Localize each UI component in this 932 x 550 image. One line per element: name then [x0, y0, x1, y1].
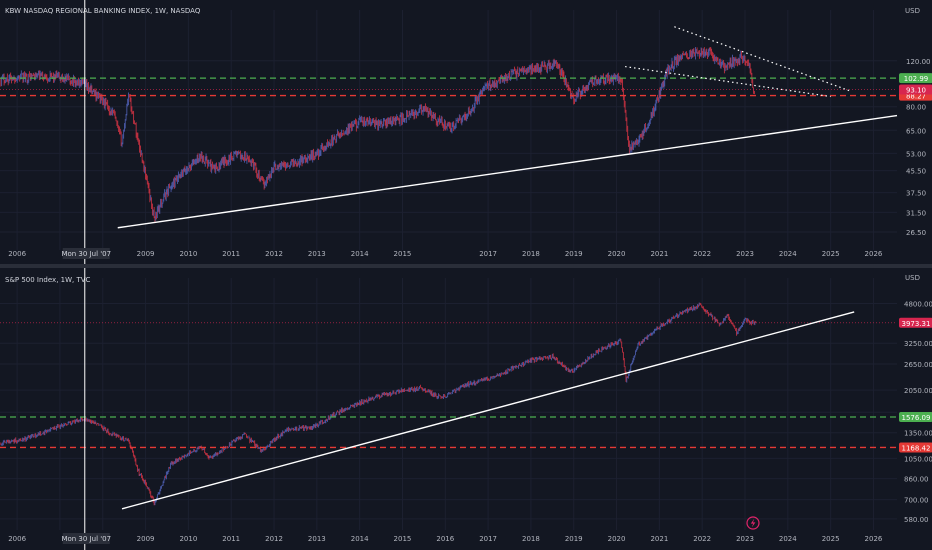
- x-tick-label: 2020: [608, 535, 626, 543]
- y-tick-label: 26.50: [906, 229, 926, 237]
- price-level-badge: [899, 442, 932, 453]
- x-tick-label: 2026: [865, 250, 883, 258]
- price-level-label: 102.99: [904, 75, 929, 83]
- lightning-icon[interactable]: [746, 516, 760, 530]
- x-tick-label: 2019: [565, 250, 583, 258]
- pane-title: KBW NASDAQ REGIONAL BANKING INDEX, 1W, N…: [5, 7, 201, 15]
- x-tick-label: 2025: [822, 535, 840, 543]
- current-price-badge: [899, 317, 932, 328]
- price-level-label: 1576.09: [902, 414, 931, 422]
- crosshair-date-label: Mon 30 Jul '07: [61, 535, 111, 543]
- pane-title: S&P 500 Index, 1W, TVC: [5, 276, 91, 284]
- y-tick-label: 31.50: [906, 209, 926, 217]
- x-tick-label: 2022: [693, 250, 711, 258]
- price-level-badge: [899, 411, 932, 422]
- x-tick-label: 2013: [308, 250, 326, 258]
- price-level-badge: [899, 73, 932, 84]
- x-tick-label: 2013: [308, 535, 326, 543]
- x-tick-label: 2010: [179, 250, 197, 258]
- y-tick-label: 53.00: [906, 150, 926, 158]
- x-tick-label: 2025: [822, 250, 840, 258]
- pane-divider[interactable]: [0, 264, 932, 268]
- support-trendline[interactable]: [117, 114, 898, 229]
- regional-banking-pane[interactable]: KBW NASDAQ REGIONAL BANKING INDEX, 1W, N…: [0, 0, 932, 264]
- x-tick-label: 2017: [479, 535, 497, 543]
- y-tick-label: 700.00: [904, 497, 929, 505]
- x-tick-label: 2018: [522, 250, 540, 258]
- current-price-badge: [899, 84, 932, 95]
- x-tick-label: 2011: [222, 250, 240, 258]
- x-tick-label: 2021: [650, 535, 668, 543]
- price-level-label: 1168.42: [902, 444, 931, 452]
- x-tick-label: 2011: [222, 535, 240, 543]
- y-tick-label: 4800.00: [904, 301, 932, 309]
- x-tick-label: 2023: [736, 250, 754, 258]
- x-tick-label: 2022: [693, 535, 711, 543]
- y-tick-label: 1350.00: [904, 430, 932, 438]
- price-series: [0, 46, 755, 222]
- dotted-trendline[interactable]: [625, 65, 831, 98]
- y-tick-label: 37.50: [906, 190, 926, 198]
- grid: [0, 10, 897, 250]
- sp500-pane[interactable]: S&P 500 Index, 1W, TVC USD 1576.09 1168.4…: [0, 268, 932, 550]
- y-tick-label: 120.00: [906, 58, 931, 66]
- x-tick-label: 2017: [479, 250, 497, 258]
- price-series: [0, 302, 757, 506]
- current-price-label: 93.10: [906, 87, 926, 95]
- x-tick-label: 2012: [265, 535, 283, 543]
- crosshair-date-label: Mon 30 Jul '07: [61, 250, 111, 258]
- x-tick-label: 2006: [8, 535, 26, 543]
- x-tick-label: 2015: [394, 535, 412, 543]
- y-tick-label: 860.00: [904, 476, 929, 484]
- x-tick-label: 2020: [608, 250, 626, 258]
- y-tick-label: 1050.00: [904, 455, 932, 463]
- currency-label: USD: [905, 274, 920, 282]
- x-tick-label: 2024: [779, 250, 797, 258]
- crosshair-date-badge: [62, 248, 110, 259]
- crosshair-date-badge: [62, 533, 110, 544]
- x-tick-label: 2010: [179, 535, 197, 543]
- support-trendline[interactable]: [121, 311, 855, 510]
- price-level-label: 88.27: [906, 93, 926, 101]
- x-tick-label: 2026: [865, 535, 883, 543]
- y-tick-label: 2650.00: [904, 361, 932, 369]
- currency-label: USD: [905, 7, 920, 15]
- x-tick-label: 2014: [351, 250, 369, 258]
- grid: [0, 278, 897, 530]
- y-tick-label: 3250.00: [904, 340, 932, 348]
- x-tick-label: 2009: [137, 535, 155, 543]
- x-tick-label: 2021: [650, 250, 668, 258]
- x-tick-label: 2016: [436, 535, 454, 543]
- x-tick-label: 2006: [8, 250, 26, 258]
- y-tick-label: 45.50: [906, 168, 926, 176]
- x-tick-label: 2012: [265, 250, 283, 258]
- x-tick-label: 2009: [137, 250, 155, 258]
- current-price-label: 3973.31: [902, 320, 931, 328]
- y-tick-label: 2050.00: [904, 387, 932, 395]
- x-tick-label: 2019: [565, 535, 583, 543]
- y-tick-label: 580.00: [904, 516, 929, 524]
- x-tick-label: 2023: [736, 535, 754, 543]
- x-tick-label: 2014: [351, 535, 369, 543]
- y-tick-label: 65.00: [906, 127, 926, 135]
- x-tick-label: 2015: [394, 250, 412, 258]
- x-tick-label: 2024: [779, 535, 797, 543]
- x-tick-label: 2018: [522, 535, 540, 543]
- y-tick-label: 80.00: [906, 104, 926, 112]
